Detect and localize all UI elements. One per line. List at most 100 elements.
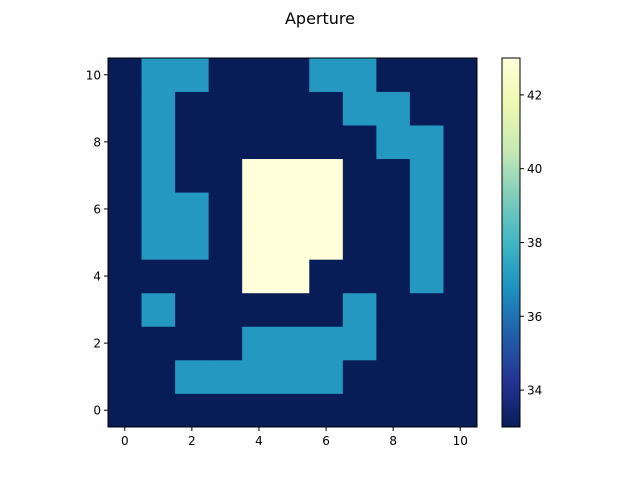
heatmap-cell (108, 125, 142, 160)
heatmap-cell (108, 292, 142, 327)
heatmap-cell (309, 158, 344, 193)
heatmap-cell (141, 393, 176, 428)
heatmap-cell (376, 158, 411, 193)
heatmap-cell (309, 359, 344, 394)
heatmap-cell (342, 259, 377, 294)
heatmap-cell (376, 292, 411, 327)
plot-frame (107, 57, 478, 428)
heatmap-cell (141, 91, 176, 126)
heatmap-cell (175, 359, 210, 394)
heatmap-cell (208, 58, 243, 92)
heatmap-cell (175, 125, 210, 160)
heatmap-cell (175, 259, 210, 294)
heatmap-cell (309, 326, 344, 361)
chart-title: Aperture (285, 9, 355, 28)
heatmap-cell (443, 58, 478, 92)
heatmap-cell (275, 359, 310, 394)
heatmap-cell (409, 125, 444, 160)
heatmap-cell (208, 225, 243, 260)
heatmap-cell (141, 359, 176, 394)
y-tick-label: 2 (93, 337, 101, 351)
heatmap-cell (443, 259, 478, 294)
heatmap-cell (108, 393, 142, 428)
heatmap-cell (443, 326, 478, 361)
heatmap-cell (242, 359, 277, 394)
colorbar-tick-label: 42 (527, 88, 542, 102)
heatmap-cell (242, 326, 277, 361)
heatmap-cell (275, 58, 310, 92)
heatmap-cell (175, 91, 210, 126)
heatmap-cell (175, 158, 210, 193)
heatmap-cell (208, 259, 243, 294)
x-tick-label: 8 (389, 434, 397, 448)
colorbar-tick-label: 40 (527, 162, 542, 176)
heatmap-cell (208, 125, 243, 160)
heatmap-cell (309, 259, 344, 294)
x-axis: 0 2 4 6 8 10 (121, 427, 468, 448)
heatmap-cell (175, 326, 210, 361)
heatmap-cell (175, 292, 210, 327)
heatmap-cell (242, 225, 277, 260)
heatmap-cell (141, 158, 176, 193)
colorbar-tick-label: 38 (527, 236, 542, 250)
heatmap-cell (342, 58, 377, 92)
heatmap-cell (141, 259, 176, 294)
y-axis: 0 2 4 6 8 10 (86, 68, 108, 418)
heatmap-cell (409, 292, 444, 327)
heatmap-cell (208, 292, 243, 327)
heatmap-cell (108, 91, 142, 126)
heatmap-cell (141, 125, 176, 160)
heatmap-cell (409, 259, 444, 294)
heatmap-cell (376, 58, 411, 92)
heatmap-cell (309, 393, 344, 428)
heatmap-cell (409, 158, 444, 193)
y-tick-label: 0 (93, 404, 101, 418)
heatmap-cell (242, 91, 277, 126)
heatmap-cell (309, 292, 344, 327)
heatmap-cell (242, 393, 277, 428)
heatmap-cell (443, 359, 478, 394)
colorbar-axis: 34 36 38 40 42 (520, 88, 542, 398)
heatmap-cell (108, 359, 142, 394)
heatmap-cell (443, 158, 478, 193)
heatmap-cell (342, 393, 377, 428)
heatmap-cell (242, 125, 277, 160)
heatmap-cell (141, 58, 176, 92)
heatmap-cell (376, 125, 411, 160)
heatmap-cell (443, 192, 478, 227)
heatmap-cell (108, 192, 142, 227)
heatmap-cell (175, 58, 210, 92)
heatmap-cell (409, 326, 444, 361)
heatmap-cell (208, 359, 243, 394)
heatmap-cell (275, 125, 310, 160)
heatmap-cell (376, 326, 411, 361)
x-tick-label: 6 (322, 434, 330, 448)
heatmap-cell (342, 225, 377, 260)
heatmap-cell (175, 393, 210, 428)
heatmap-cell (376, 192, 411, 227)
heatmap-cell (141, 192, 176, 227)
heatmap-cell (275, 192, 310, 227)
heatmap-cell (409, 91, 444, 126)
heatmap-cell (376, 91, 411, 126)
x-tick-label: 0 (121, 434, 129, 448)
heatmap-cell (309, 125, 344, 160)
heatmap-cell (242, 158, 277, 193)
heatmap-cell (443, 393, 478, 428)
heatmap-cell (208, 326, 243, 361)
heatmap-cell (443, 292, 478, 327)
heatmap-cell (409, 359, 444, 394)
heatmap-cell (342, 292, 377, 327)
heatmap-cell (443, 125, 478, 160)
heatmap-cell (309, 91, 344, 126)
heatmap-cell (208, 91, 243, 126)
colorbar-tick-label: 34 (527, 384, 542, 398)
y-tick-label: 4 (93, 270, 101, 284)
heatmap-cell (342, 192, 377, 227)
heatmap-cell (342, 91, 377, 126)
heatmap-cell (275, 393, 310, 428)
heatmap-cell (175, 192, 210, 227)
colorbar (501, 57, 521, 428)
heatmap-cell (108, 158, 142, 193)
y-tick-label: 8 (93, 135, 101, 149)
